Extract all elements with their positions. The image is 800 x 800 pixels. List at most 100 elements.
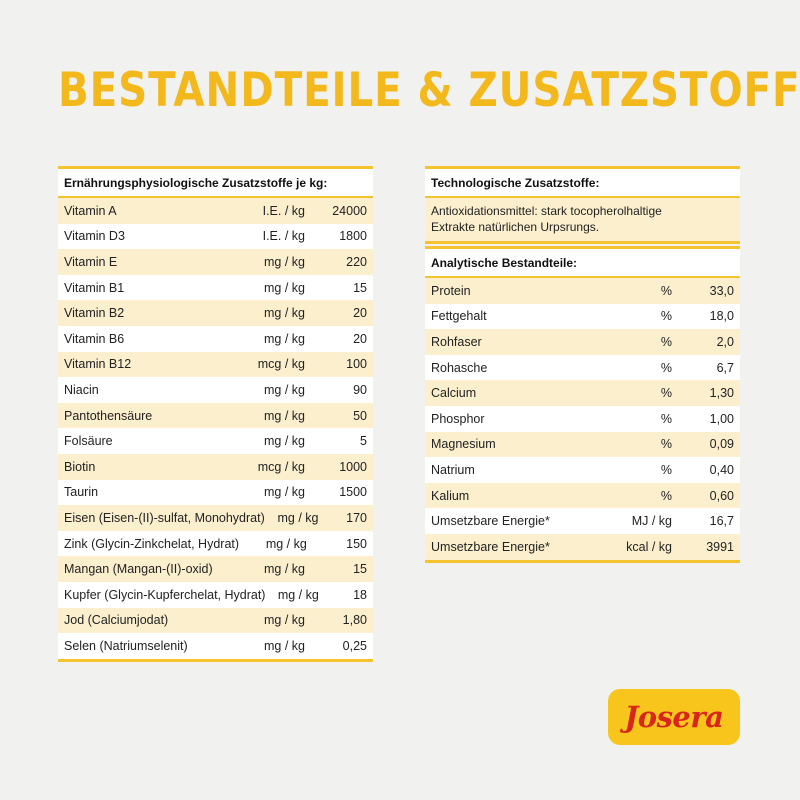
table-row: Vitamin B2 mg / kg 20 [58, 300, 373, 326]
row-unit: % [660, 411, 672, 426]
row-name: Taurin [64, 485, 99, 500]
table-row: Vitamin D3 I.E. / kg 1800 [58, 224, 373, 250]
analytical-constituents-body: Protein% 33,0 Fettgehalt% 18,0 Rohfaser% 2,0 R… [425, 278, 740, 560]
row-name: Umsetzbare Energie* [431, 514, 550, 529]
row-value: 1,30 [709, 386, 734, 401]
row-value: 170 [346, 510, 367, 525]
row-unit: % [660, 488, 672, 503]
table-row: Protein% 33,0 [425, 278, 740, 304]
table-row: Calcium% 1,30 [425, 380, 740, 406]
row-value: 1,00 [709, 411, 734, 426]
table-row: Natrium% 0,40 [425, 457, 740, 483]
row-unit: % [660, 462, 672, 477]
row-value: 150 [346, 536, 367, 551]
technological-additives-text: Antioxidationsmittel: stark tocopherolha… [425, 198, 740, 241]
table-row: Phosphor% 1,00 [425, 406, 740, 432]
row-unit: % [660, 386, 672, 401]
table-row: Vitamin A I.E. / kg 24000 [58, 198, 373, 224]
row-name: Vitamin D3 [64, 229, 125, 244]
row-value: 1800 [339, 229, 367, 244]
row-unit: mg / kg [264, 638, 305, 653]
logo-text: Josera [624, 700, 724, 734]
row-unit: kcal / kg [626, 539, 672, 554]
row-name: Niacin [64, 382, 99, 397]
row-unit: % [660, 360, 672, 375]
row-name: Rohasche [431, 360, 488, 375]
row-value: 15 [353, 562, 367, 577]
table-row: Kalium% 0,60 [425, 482, 740, 509]
table-row: Eisen (Eisen-(II)-sulfat, Monohydrat) mg … [58, 505, 373, 531]
row-name: Biotin [64, 459, 96, 474]
row-value: 2,0 [716, 334, 734, 349]
row-unit: mg / kg [264, 562, 305, 577]
row-value: 5 [360, 434, 367, 449]
row-value: 3991 [706, 539, 734, 554]
table-row: Jod (Calciumjodat) mg / kg 1,80 [58, 607, 373, 634]
row-value: 0,60 [709, 488, 734, 503]
row-unit: mg / kg [277, 510, 319, 525]
row-name: Vitamin B12 [64, 357, 132, 372]
table-row: Selen (Natriumselenit) mg / kg 0,25 [58, 633, 373, 659]
row-value: 50 [353, 408, 367, 423]
table-row: Magnesium% 0,09 [425, 431, 740, 458]
analytical-constituents-table: Analytische Bestandteile: Protein% 33,0 Fe… [425, 246, 740, 563]
row-unit: mg / kg [264, 485, 305, 500]
row-unit: mg / kg [277, 587, 319, 602]
row-value: 15 [353, 280, 367, 295]
row-unit: % [660, 334, 672, 349]
row-name: Pantothensäure [64, 408, 153, 423]
row-value: 6,7 [716, 360, 734, 375]
row-unit: mg / kg [264, 254, 305, 269]
row-name: Vitamin A [64, 203, 117, 218]
row-name: Protein [431, 283, 471, 298]
table-row: Taurin mg / kg 1500 [58, 480, 373, 506]
table-row: Pantothensäure mg / kg 50 [58, 402, 373, 429]
row-name: Vitamin B1 [64, 280, 125, 295]
row-name: Rohfaser [431, 334, 482, 349]
nutritional-additives-table: Ernährungsphysiologische Zusatzstoffe je… [58, 166, 373, 662]
table-row: Fettgehalt% 18,0 [425, 304, 740, 330]
row-value: 20 [353, 306, 367, 321]
table-row: Biotin mcg / kg 1000 [58, 453, 373, 480]
row-value: 1,80 [342, 613, 367, 628]
row-value: 1000 [339, 459, 367, 474]
table-row: Vitamin E mg / kg 220 [58, 249, 373, 275]
row-value: 90 [353, 382, 367, 397]
row-value: 33,0 [709, 283, 734, 298]
row-name: Phosphor [431, 411, 485, 426]
table-row: Umsetzbare Energie* MJ / kg 16,7 [425, 508, 740, 534]
row-unit: % [660, 437, 672, 452]
nutritional-additives-header: Ernährungsphysiologische Zusatzstoffe je… [58, 169, 373, 198]
analytical-constituents-header: Analytische Bestandteile: [425, 249, 740, 278]
row-unit: % [660, 309, 672, 324]
row-unit: I.E. / kg [262, 229, 305, 244]
row-unit: mg / kg [264, 613, 305, 628]
row-unit: mg / kg [264, 434, 305, 449]
table-row: Rohasche% 6,7 [425, 355, 740, 381]
row-unit: MJ / kg [631, 514, 672, 529]
row-unit: % [660, 283, 672, 298]
row-unit: mg / kg [265, 536, 307, 551]
row-name: Calcium [431, 386, 477, 401]
table-row: Niacin mg / kg 90 [58, 377, 373, 403]
row-unit: mg / kg [264, 382, 305, 397]
row-value: 16,7 [709, 514, 734, 529]
row-name: Jod (Calciumjodat) [64, 613, 169, 628]
technological-additives-table: Technologische Zusatzstoffe: Antioxidati… [425, 166, 740, 244]
row-name: Vitamin B6 [64, 331, 125, 346]
row-value: 220 [346, 254, 367, 269]
row-value: 0,40 [709, 462, 734, 477]
row-name: Natrium [431, 462, 475, 477]
row-unit: I.E. / kg [262, 203, 305, 218]
row-value: 20 [353, 331, 367, 346]
row-name: Selen (Natriumselenit) [64, 638, 188, 653]
row-unit: mg / kg [264, 331, 305, 346]
row-name: Eisen (Eisen-(II)-sulfat, Monohydrat) [64, 510, 265, 525]
row-value: 24000 [332, 203, 367, 218]
row-unit: mg / kg [264, 280, 305, 295]
row-value: 18 [353, 587, 367, 602]
row-value: 0,25 [342, 638, 367, 653]
page-title: BESTANDTEILE & ZUSATZSTOFFE [58, 63, 800, 118]
row-name: Umsetzbare Energie* [431, 539, 550, 554]
table-row: Vitamin B1 mg / kg 15 [58, 275, 373, 301]
